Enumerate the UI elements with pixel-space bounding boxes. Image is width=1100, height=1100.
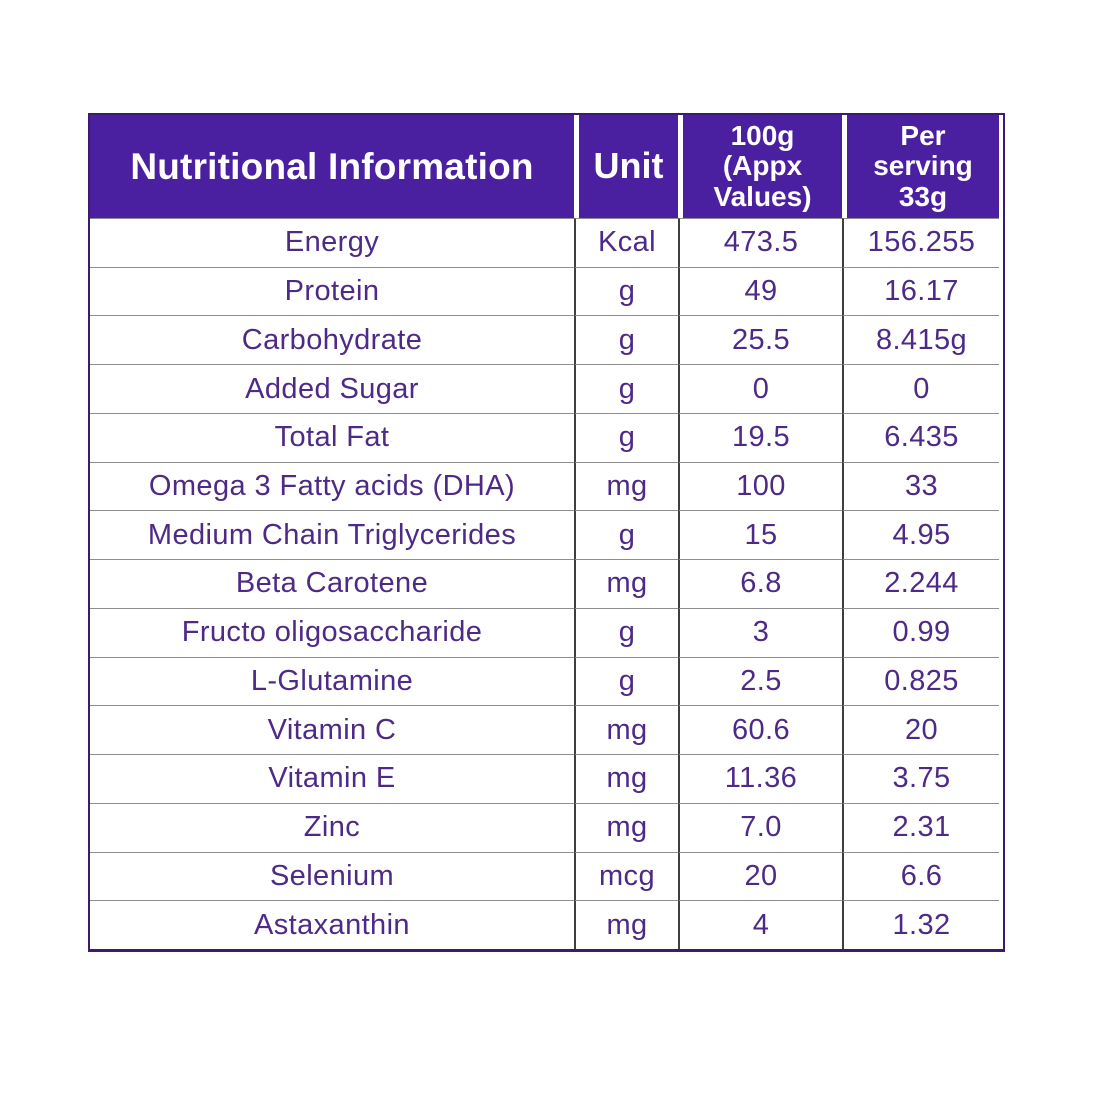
nutrient-name-cell: Energy <box>90 218 574 267</box>
per-100g-cell: 15 <box>678 510 842 560</box>
per-serving-cell: 4.95 <box>842 510 999 560</box>
per-serving-cell: 8.415g <box>842 315 999 365</box>
header-unit: Unit <box>574 115 678 218</box>
unit-cell: g <box>574 607 678 657</box>
per-serving-cell: 0 <box>842 364 999 413</box>
per-100g-cell: 0 <box>678 364 842 413</box>
nutrient-name-cell: Astaxanthin <box>90 900 574 949</box>
unit-cell: mg <box>574 900 678 949</box>
per-serving-cell: 6.435 <box>842 412 999 462</box>
nutrient-name-cell: Beta Carotene <box>90 559 574 608</box>
per-100g-cell: 11.36 <box>678 754 842 803</box>
nutrient-name-cell: Total Fat <box>90 412 574 462</box>
per-100g-cell: 25.5 <box>678 315 842 365</box>
unit-cell: g <box>574 266 678 316</box>
per-100g-cell: 6.8 <box>678 559 842 608</box>
per-serving-cell: 0.825 <box>842 656 999 706</box>
per-100g-cell: 60.6 <box>678 705 842 755</box>
nutrition-table-grid: Nutritional Information Unit 100g (Appx … <box>90 115 1003 949</box>
per-100g-cell: 100 <box>678 461 842 511</box>
nutrient-name-cell: Vitamin E <box>90 754 574 803</box>
nutrient-name-cell: Vitamin C <box>90 705 574 755</box>
nutrient-name-cell: Medium Chain Triglycerides <box>90 510 574 560</box>
unit-cell: g <box>574 364 678 413</box>
unit-cell: g <box>574 412 678 462</box>
nutrient-name-cell: Protein <box>90 266 574 316</box>
per-serving-cell: 0.99 <box>842 607 999 657</box>
unit-cell: mg <box>574 754 678 803</box>
nutrient-name-cell: Fructo oligosaccharide <box>90 607 574 657</box>
nutrient-name-cell: Omega 3 Fatty acids (DHA) <box>90 461 574 511</box>
unit-cell: g <box>574 656 678 706</box>
per-100g-cell: 473.5 <box>678 218 842 267</box>
unit-cell: mcg <box>574 851 678 901</box>
per-serving-cell: 16.17 <box>842 266 999 316</box>
nutrient-name-cell: Zinc <box>90 802 574 852</box>
header-nutritional-information: Nutritional Information <box>90 115 574 218</box>
unit-cell: g <box>574 510 678 560</box>
per-serving-cell: 1.32 <box>842 900 999 949</box>
per-100g-cell: 7.0 <box>678 802 842 852</box>
per-serving-cell: 2.31 <box>842 802 999 852</box>
per-100g-cell: 2.5 <box>678 656 842 706</box>
unit-cell: g <box>574 315 678 365</box>
nutrient-name-cell: Selenium <box>90 851 574 901</box>
per-100g-cell: 4 <box>678 900 842 949</box>
header-per-serving-33g: Per serving 33g <box>842 115 999 218</box>
unit-cell: mg <box>574 802 678 852</box>
nutrient-name-cell: Added Sugar <box>90 364 574 413</box>
unit-cell: mg <box>574 559 678 608</box>
per-serving-cell: 33 <box>842 461 999 511</box>
per-serving-cell: 156.255 <box>842 218 999 267</box>
per-100g-cell: 3 <box>678 607 842 657</box>
per-serving-cell: 6.6 <box>842 851 999 901</box>
nutrient-name-cell: Carbohydrate <box>90 315 574 365</box>
header-100g-appx-values: 100g (Appx Values) <box>678 115 842 218</box>
per-100g-cell: 49 <box>678 266 842 316</box>
per-serving-cell: 2.244 <box>842 559 999 608</box>
per-serving-cell: 3.75 <box>842 754 999 803</box>
unit-cell: mg <box>574 705 678 755</box>
per-100g-cell: 19.5 <box>678 412 842 462</box>
unit-cell: Kcal <box>574 218 678 267</box>
nutrient-name-cell: L-Glutamine <box>90 656 574 706</box>
unit-cell: mg <box>574 461 678 511</box>
per-100g-cell: 20 <box>678 851 842 901</box>
per-serving-cell: 20 <box>842 705 999 755</box>
nutrition-table: Nutritional Information Unit 100g (Appx … <box>88 113 1005 952</box>
